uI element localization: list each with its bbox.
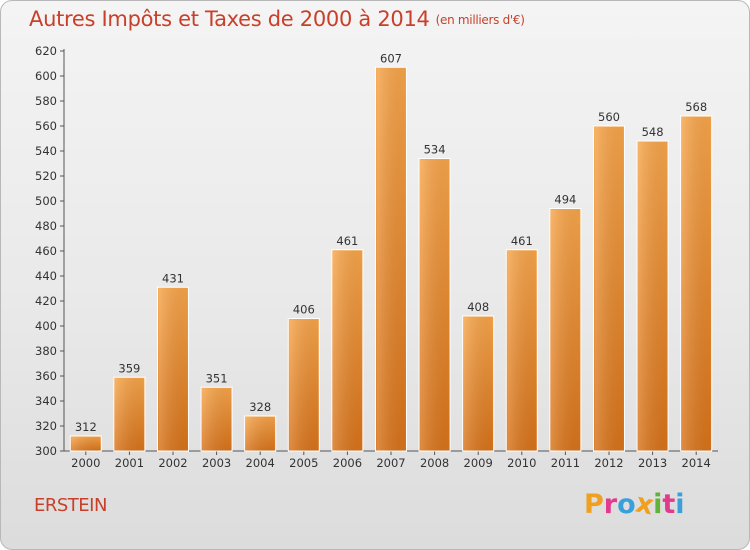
- y-tick-label: 520: [35, 169, 57, 183]
- logo-letter: t: [662, 489, 676, 520]
- x-tick-label: 2000: [71, 456, 100, 470]
- data-label-2002: 431: [162, 271, 184, 285]
- data-label-2013: 548: [642, 125, 664, 139]
- logo-letter: i: [675, 489, 685, 520]
- x-tick-label: 2013: [638, 456, 667, 470]
- data-label-2005: 406: [293, 303, 315, 317]
- bar-highlight: [289, 319, 319, 451]
- data-labels: 312 359 431 351 328 406 461 607 534 408 461 494 560 5…: [75, 51, 707, 434]
- bar-highlight: [420, 159, 450, 451]
- y-tick-label: 560: [35, 119, 57, 133]
- logo-letter: i: [653, 489, 663, 520]
- y-tick-label: 340: [35, 394, 57, 408]
- y-tick-label: 480: [35, 219, 57, 233]
- x-tick-label: 2012: [594, 456, 623, 470]
- x-tick-label: 2009: [464, 456, 493, 470]
- bar-highlight: [332, 250, 362, 451]
- data-label-2003: 351: [206, 371, 228, 385]
- bar-highlight: [550, 209, 580, 451]
- y-tick-label: 600: [35, 69, 57, 83]
- bar-highlight: [376, 68, 406, 451]
- bar-highlight: [463, 317, 493, 451]
- data-label-2006: 461: [336, 234, 358, 248]
- x-tick-label: 2003: [202, 456, 231, 470]
- y-tick-label: 580: [35, 94, 57, 108]
- y-tick-label: 300: [35, 444, 57, 458]
- data-label-2008: 534: [424, 143, 446, 157]
- data-label-2012: 560: [598, 110, 620, 124]
- x-tick-label: 2008: [420, 456, 449, 470]
- bar-highlight: [507, 250, 537, 451]
- bar-highlight: [594, 127, 624, 451]
- chart-title-text: Autres Impôts et Taxes de 2000 à 2014: [29, 7, 430, 31]
- data-label-2009: 408: [467, 300, 489, 314]
- x-tick-label: 2014: [682, 456, 711, 470]
- data-label-2004: 328: [249, 400, 271, 414]
- bar-highlight: [158, 288, 188, 451]
- bar-highlight: [202, 388, 232, 451]
- chart-subtitle: (en milliers d'€): [435, 13, 525, 27]
- y-tick-label: 440: [35, 269, 57, 283]
- y-tick-label: 380: [35, 344, 57, 358]
- bar-highlight: [638, 142, 668, 451]
- data-label-2014: 568: [685, 100, 707, 114]
- bar-highlight: [681, 117, 711, 451]
- x-tick-label: 2005: [289, 456, 318, 470]
- x-tick-label: 2006: [333, 456, 362, 470]
- y-tick-label: 460: [35, 244, 57, 258]
- y-tick-label: 400: [35, 319, 57, 333]
- y-tick-label: 320: [35, 419, 57, 433]
- x-tick-label: 2001: [115, 456, 144, 470]
- commune-name: ERSTEIN: [34, 495, 107, 516]
- y-tick-label: 620: [35, 44, 57, 58]
- logo-letter: r: [603, 489, 618, 520]
- logo-letter: o: [617, 489, 636, 520]
- y-tick-label: 540: [35, 144, 57, 158]
- data-label-2007: 607: [380, 51, 402, 65]
- data-label-2010: 461: [511, 234, 533, 248]
- chart-title: Autres Impôts et Taxes de 2000 à 2014 (en…: [29, 7, 525, 31]
- logo-letter: P: [584, 489, 604, 520]
- bars: [69, 66, 713, 452]
- axes: 300 320 340 360 380 400 420 440 460 480 500 520 540 5…: [35, 44, 718, 470]
- bar-highlight: [245, 417, 275, 451]
- y-tick-label: 500: [35, 194, 57, 208]
- bar-highlight: [71, 437, 101, 451]
- bar-highlight: [114, 378, 144, 451]
- x-tick-label: 2004: [246, 456, 275, 470]
- x-tick-label: 2002: [158, 456, 187, 470]
- proxiti-logo: Proxiti: [584, 488, 685, 522]
- data-label-2001: 359: [118, 361, 140, 375]
- data-label-2011: 494: [554, 193, 576, 207]
- y-tick-label: 420: [35, 294, 57, 308]
- data-label-2000: 312: [75, 420, 97, 434]
- x-tick-label: 2007: [376, 456, 405, 470]
- y-tick-label: 360: [35, 369, 57, 383]
- x-tick-label: 2010: [507, 456, 536, 470]
- x-tick-label: 2011: [551, 456, 580, 470]
